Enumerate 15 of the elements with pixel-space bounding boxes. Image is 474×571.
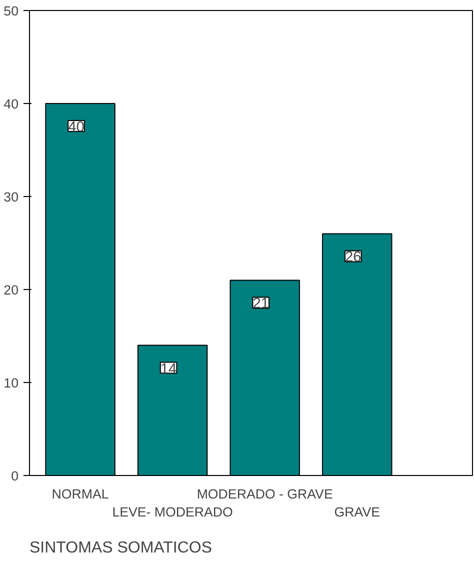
x-tick-label: GRAVE — [334, 504, 380, 520]
bar — [230, 280, 300, 476]
bar — [137, 344, 208, 476]
y-tick-label: 0 — [11, 468, 19, 484]
y-tick-label: 50 — [4, 4, 19, 18]
bar — [45, 103, 116, 476]
bar — [322, 233, 392, 476]
y-tick-label: 40 — [4, 96, 19, 112]
x-tick-label: MODERADO - GRAVE — [196, 486, 333, 502]
x-tick-label: LEVE- MODERADO — [112, 504, 233, 520]
x-axis-title: SINTOMAS SOMATICOS — [30, 540, 212, 556]
x-tick-label: NORMAL — [52, 486, 109, 502]
y-tick-label: 30 — [4, 190, 19, 204]
y-tick-label: 20 — [4, 282, 19, 298]
y-tick-label: 10 — [4, 376, 19, 390]
